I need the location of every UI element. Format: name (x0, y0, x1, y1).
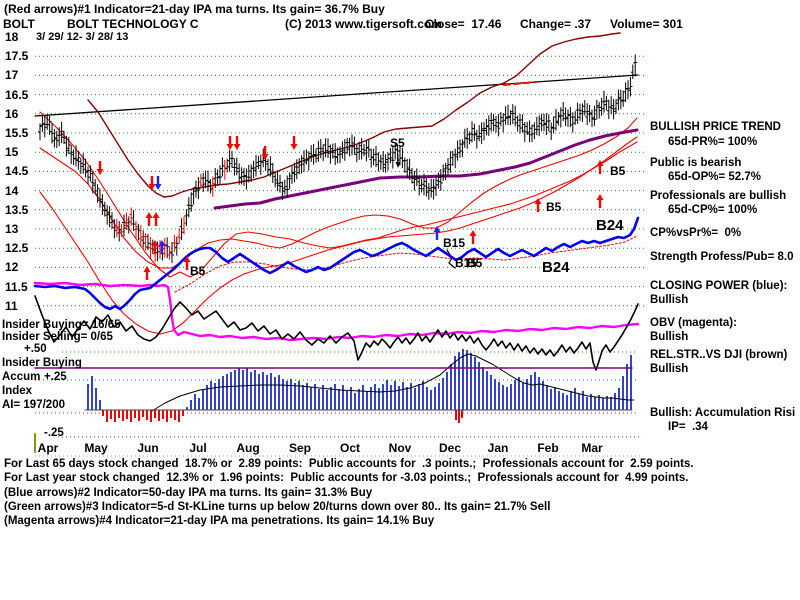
signal-b24-right: B24 (596, 217, 624, 234)
copyright-notice: (C) 2013 www.tigersoft.com (285, 17, 442, 31)
signal-b15: B15 (443, 236, 466, 250)
cp-vs-pr: CP%vsPr%= 0% (650, 227, 742, 239)
y-axis-label: 11 (5, 298, 18, 313)
y-axis-label: 11.5 (5, 279, 28, 294)
accum: Accum (2, 371, 41, 383)
y-axis-label: 12 (5, 260, 19, 275)
resistance-trendline (34, 74, 639, 117)
red-lower-envelope (39, 136, 638, 335)
minus-25: -.25 (44, 427, 64, 439)
signal-b5-jun: B5 (190, 264, 206, 278)
legend-blue: (Blue arrows)#2 Indicator=50-day IPA ma … (4, 487, 373, 499)
y-axis-label: 15.5 (5, 126, 29, 140)
y-axis-label: 12.5 (5, 241, 29, 256)
month-label-mar: Mar (581, 441, 603, 455)
y-axis-label: 14.5 (5, 164, 29, 179)
index: Index (2, 385, 33, 397)
month-label-sep: Sep (288, 441, 312, 455)
ai-value: AI= 197/200 (2, 399, 65, 411)
purple-50day-ma (213, 128, 639, 210)
month-label-may: May (84, 441, 108, 455)
closing-power-status: Bullish (650, 294, 689, 306)
ip-value: IP= .34 (668, 421, 708, 433)
stats-65d: For Last 65 days stock changed 18.7% or … (4, 458, 694, 470)
month-label-jun: Jun (137, 441, 159, 455)
obv-title: OBV (magenta): (650, 317, 737, 329)
pr-percent: 65d-PR%= 100% (668, 136, 758, 148)
public-sentiment: Public is bearish (650, 157, 742, 169)
insider-selling: Insider Selling= 0/65 (2, 331, 113, 343)
month-label-dec: Dec (438, 441, 462, 455)
ai-moving-average (151, 353, 635, 412)
red-21day-ma (39, 117, 638, 269)
black-rel-strength (34, 295, 639, 371)
y-axis-label: 17.5 (5, 49, 29, 64)
month-label-feb: Feb (537, 441, 559, 455)
ticker-symbol: BOLT (3, 17, 35, 31)
signal-b5-feb: B5 (546, 200, 562, 214)
y-axis-label: 16.5 (5, 87, 29, 102)
stats-year: For Last year stock changed 12.3% or 1.9… (4, 472, 689, 484)
price-trend-title: BULLISH PRICE TREND (650, 121, 781, 133)
y-axis-label: 17 (5, 68, 19, 83)
y-axis-label: 16 (5, 106, 19, 121)
red-arrow-indicator-legend: (Red arrows)#1 Indicator=21-day IPA ma t… (4, 2, 385, 16)
legend-magenta: (Magenta arrows)#4 Indicator=21-day IPA … (4, 515, 435, 527)
y-axis-label: 15 (5, 145, 19, 160)
month-label-oct: Oct (339, 441, 361, 455)
magenta-obv (33, 281, 640, 342)
date-range: 3/ 29/ 12- 3/ 28/ 13 (36, 31, 129, 43)
plus-50: +.50 (24, 343, 47, 355)
month-label-nov: Nov (388, 441, 412, 455)
red-cp-band (39, 111, 638, 278)
change-value: Change= .37 (520, 17, 592, 31)
relstr-status: Bullish (650, 363, 689, 375)
professional-sentiment: Professionals are bullish (650, 190, 787, 202)
month-label-aug: Aug (236, 441, 260, 455)
legend-green: (Green arrows)#3 Indicator=5-d St-KLine … (4, 501, 551, 513)
y-axis-label: 13.5 (5, 202, 29, 217)
signal-b5-overlap: B5 (467, 256, 483, 270)
strength-ratio: Strength Profess/Pub= 8.0 (650, 251, 794, 263)
brown-upper-band (87, 32, 621, 198)
closing-power-title: CLOSING POWER (blue): (650, 280, 788, 292)
volume-value: Volume= 301 (610, 17, 683, 31)
blue-closing-power (33, 216, 640, 311)
signal-b15-overlap: B15 (455, 256, 478, 270)
trendline-breakout-dash (503, 81, 537, 86)
cp-percent: 65d-CP%= 100% (668, 204, 758, 216)
relstr-title: REL.STR..VS DJI (brown) (650, 349, 788, 361)
op-percent: 65d-OP%= 52.7% (668, 171, 762, 183)
y-axis-label: 13 (5, 222, 19, 236)
b15-pointer-mark (446, 249, 456, 269)
month-label-jan: Jan (487, 441, 509, 455)
obv-status: Bullish (650, 331, 689, 343)
company-name: BOLT TECHNOLOGY C (67, 17, 199, 31)
y-axis-label: 18 (5, 30, 19, 44)
signal-b5-mar: B5 (610, 164, 626, 178)
signal-b24-mid: B24 (542, 259, 570, 276)
insider-buying: Insider Buying= 16/65 (2, 319, 121, 331)
plus-25: +.25 (44, 371, 67, 383)
month-label-apr: Apr (37, 441, 59, 455)
accum-status: Bullish: Accumulation Risi (650, 407, 796, 419)
insider-buying-2: Insider Buying (2, 357, 82, 369)
close-value: Close= 17.46 (425, 17, 502, 31)
month-label-jul: Jul (189, 441, 207, 455)
y-axis-label: 14 (5, 183, 19, 198)
signal-s5: S5 (390, 136, 405, 150)
